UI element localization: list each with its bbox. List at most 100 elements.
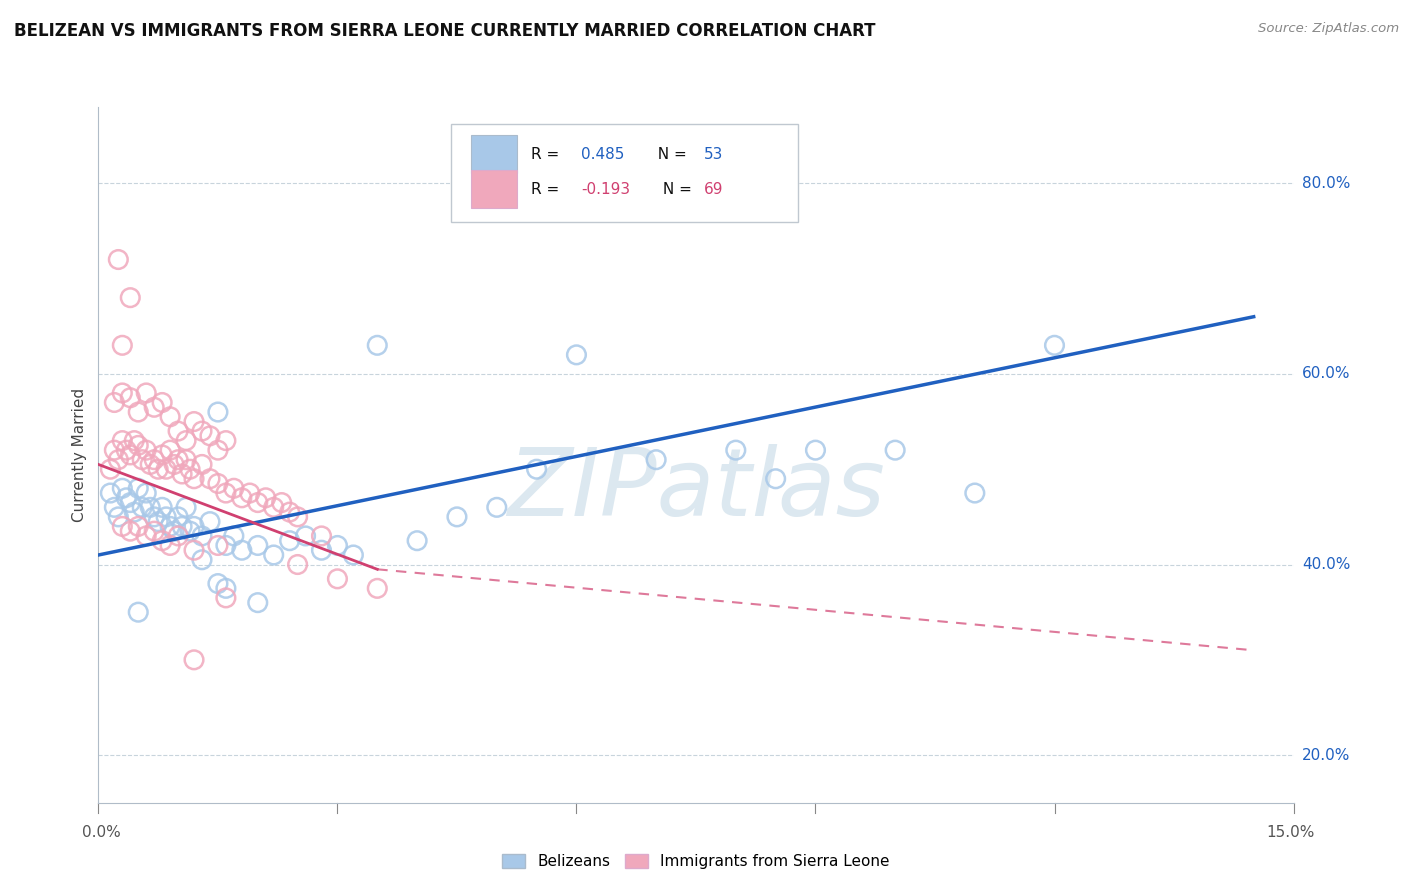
Point [143, 509, 166, 524]
Point [342, 548, 364, 562]
Point [103, 500, 125, 515]
Point [207, 443, 229, 458]
Point [115, 491, 138, 505]
Point [565, 348, 588, 362]
Point [207, 405, 229, 419]
Point [215, 591, 238, 605]
Point [198, 472, 221, 486]
Point [172, 519, 194, 533]
Point [159, 519, 181, 533]
Point [111, 434, 134, 448]
Point [326, 539, 349, 553]
Point [231, 491, 253, 505]
Y-axis label: Currently Married: Currently Married [72, 388, 87, 522]
Point [155, 509, 177, 524]
Point [215, 434, 238, 448]
Point [963, 486, 986, 500]
Text: 0.0%: 0.0% [82, 825, 121, 839]
Point [215, 582, 238, 596]
Text: N =: N = [648, 147, 692, 161]
Point [111, 338, 134, 352]
Point [191, 424, 214, 438]
Point [135, 486, 157, 500]
Point [120, 391, 142, 405]
Point [150, 448, 173, 462]
Point [150, 500, 173, 515]
Point [131, 452, 153, 467]
Point [107, 452, 129, 467]
Text: 40.0%: 40.0% [1302, 557, 1350, 572]
Point [191, 529, 214, 543]
Text: R =: R = [531, 147, 564, 161]
Point [98, 462, 122, 476]
Point [148, 462, 170, 476]
Point [191, 553, 214, 567]
Point [107, 509, 129, 524]
Point [270, 495, 292, 509]
Point [111, 386, 134, 401]
Point [172, 467, 194, 481]
Point [366, 582, 388, 596]
Text: 69: 69 [704, 182, 724, 196]
Point [159, 539, 181, 553]
Point [207, 539, 229, 553]
Point [174, 434, 197, 448]
Point [239, 486, 262, 500]
Bar [471, 170, 517, 208]
Point [124, 434, 146, 448]
Point [231, 543, 253, 558]
Point [127, 481, 149, 495]
Text: ZIPatlas: ZIPatlas [508, 444, 884, 535]
Text: Source: ZipAtlas.com: Source: ZipAtlas.com [1258, 22, 1399, 36]
Point [485, 500, 508, 515]
Point [198, 515, 221, 529]
Point [326, 572, 349, 586]
Text: 15.0%: 15.0% [1267, 825, 1315, 839]
Text: BELIZEAN VS IMMIGRANTS FROM SIERRA LEONE CURRENTLY MARRIED CORRELATION CHART: BELIZEAN VS IMMIGRANTS FROM SIERRA LEONE… [14, 22, 876, 40]
Point [120, 495, 142, 509]
Point [120, 291, 142, 305]
Point [278, 505, 301, 519]
Point [127, 405, 149, 419]
Point [183, 543, 205, 558]
Point [724, 443, 747, 458]
Point [246, 495, 269, 509]
Point [135, 386, 157, 401]
Point [183, 653, 205, 667]
Point [645, 452, 668, 467]
Point [139, 500, 162, 515]
Text: 53: 53 [704, 147, 724, 161]
Point [150, 533, 173, 548]
Point [103, 443, 125, 458]
Point [139, 458, 162, 472]
Point [111, 481, 134, 495]
Point [311, 543, 333, 558]
Point [103, 395, 125, 409]
Point [246, 539, 269, 553]
Point [163, 458, 186, 472]
Point [183, 519, 205, 533]
Point [179, 462, 201, 476]
Point [179, 524, 201, 538]
Point [155, 462, 177, 476]
Text: 0.485: 0.485 [581, 147, 624, 161]
Point [263, 548, 285, 562]
Point [150, 395, 173, 409]
Point [124, 505, 146, 519]
Point [127, 438, 149, 452]
Point [294, 529, 316, 543]
Point [446, 509, 468, 524]
Point [406, 533, 429, 548]
Point [765, 472, 787, 486]
Point [111, 519, 134, 533]
Point [215, 539, 238, 553]
Point [198, 429, 221, 443]
Text: 80.0%: 80.0% [1302, 176, 1350, 191]
Point [278, 533, 301, 548]
Point [254, 491, 277, 505]
Point [191, 458, 214, 472]
Point [148, 515, 170, 529]
Text: R =: R = [531, 182, 564, 196]
Point [143, 524, 166, 538]
Legend: Belizeans, Immigrants from Sierra Leone: Belizeans, Immigrants from Sierra Leone [496, 848, 896, 875]
